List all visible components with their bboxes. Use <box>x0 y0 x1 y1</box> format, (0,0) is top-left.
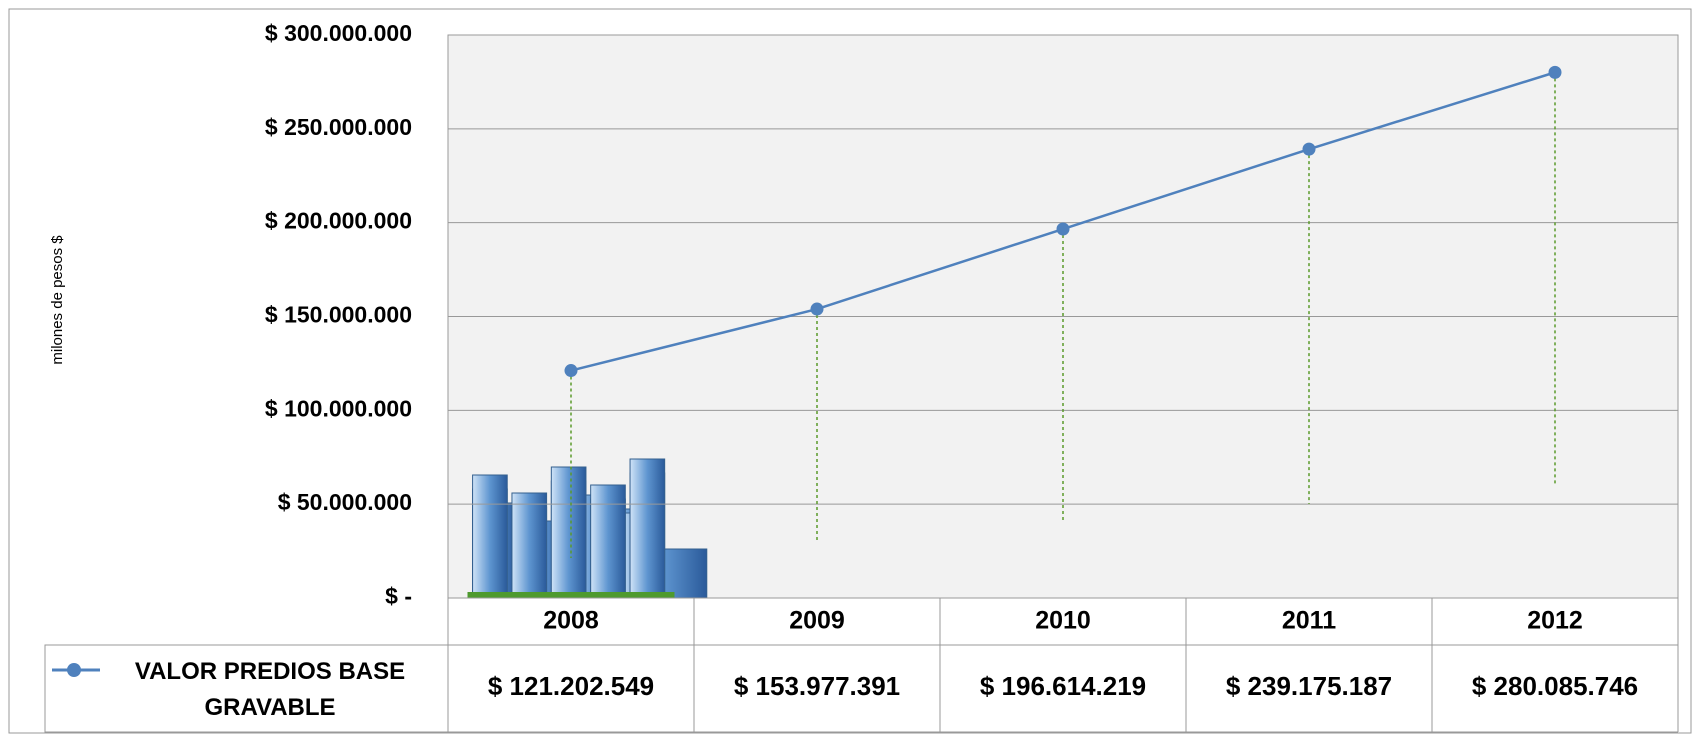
y-tick-label: $ - <box>385 583 412 609</box>
y-axis-label: milones de pesos $ <box>49 235 66 365</box>
x-tick-label: 2011 <box>1282 607 1336 635</box>
y-tick-label: $ 200.000.000 <box>265 208 412 234</box>
legend-marker <box>67 663 81 677</box>
x-tick-label: 2010 <box>1035 607 1091 635</box>
series-marker <box>1548 65 1562 79</box>
series-marker <box>1056 222 1070 236</box>
y-tick-label: $ 150.000.000 <box>265 302 412 328</box>
building <box>550 466 587 599</box>
data-label: $ 196.614.219 <box>980 671 1146 701</box>
legend-label: VALOR PREDIOS BASE GRAVABLE <box>134 658 406 721</box>
series-marker <box>810 302 824 316</box>
y-tick-label: $ 50.000.000 <box>278 489 412 515</box>
data-label: $ 280.085.746 <box>1472 671 1638 701</box>
x-tick-label: 2008 <box>543 607 599 635</box>
building <box>629 458 666 599</box>
grass <box>467 592 675 598</box>
data-label: $ 153.977.391 <box>734 671 900 701</box>
building <box>590 484 626 599</box>
buildings <box>467 458 708 599</box>
x-tick-label: 2012 <box>1527 607 1583 635</box>
data-label: $ 121.202.549 <box>488 671 654 701</box>
series-marker <box>1302 142 1316 156</box>
data-label: $ 239.175.187 <box>1226 671 1392 701</box>
series-marker <box>564 364 578 378</box>
building <box>472 474 508 599</box>
building <box>511 492 548 599</box>
y-tick-label: $ 300.000.000 <box>265 20 412 46</box>
y-tick-label: $ 250.000.000 <box>265 114 412 140</box>
y-tick-label: $ 100.000.000 <box>265 395 412 421</box>
x-tick-label: 2009 <box>789 607 845 635</box>
